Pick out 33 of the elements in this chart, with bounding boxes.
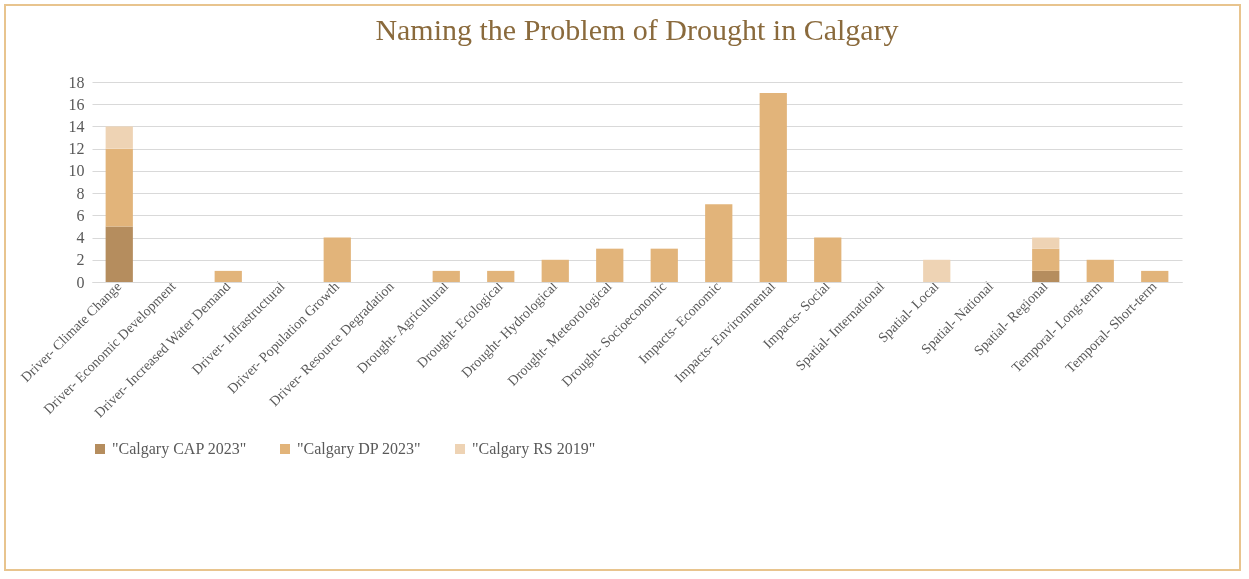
bar <box>1086 259 1114 282</box>
legend-label: "Calgary DP 2023" <box>297 440 421 458</box>
y-tick-label: 2 <box>76 251 85 269</box>
bar <box>323 237 351 282</box>
y-tick-label: 14 <box>68 117 85 135</box>
bar <box>705 204 733 282</box>
bar <box>105 226 133 282</box>
y-tick-label: 6 <box>76 206 85 224</box>
y-tick-label: 8 <box>76 184 85 202</box>
bar <box>596 248 624 282</box>
y-tick-label: 10 <box>68 162 85 180</box>
bar <box>105 126 133 149</box>
legend-label: "Calgary CAP 2023" <box>112 440 247 458</box>
bar <box>432 270 460 282</box>
y-tick-label: 18 <box>68 73 85 91</box>
bar <box>814 237 842 282</box>
bar <box>1032 237 1060 249</box>
y-tick-label: 12 <box>68 140 85 158</box>
bar <box>650 248 678 282</box>
bar <box>105 148 133 227</box>
bar <box>541 259 569 282</box>
bar <box>487 270 515 282</box>
bar <box>1032 270 1060 282</box>
bar <box>214 270 242 282</box>
bar <box>759 93 787 282</box>
y-tick-label: 4 <box>76 229 85 247</box>
y-tick-label: 16 <box>68 95 85 113</box>
chart-title: Naming the Problem of Drought in Calgary <box>375 13 899 46</box>
legend-label: "Calgary RS 2019" <box>472 440 596 458</box>
bar <box>923 259 951 282</box>
bar <box>1141 270 1169 282</box>
y-tick-label: 0 <box>76 273 85 291</box>
bar <box>1032 248 1060 271</box>
